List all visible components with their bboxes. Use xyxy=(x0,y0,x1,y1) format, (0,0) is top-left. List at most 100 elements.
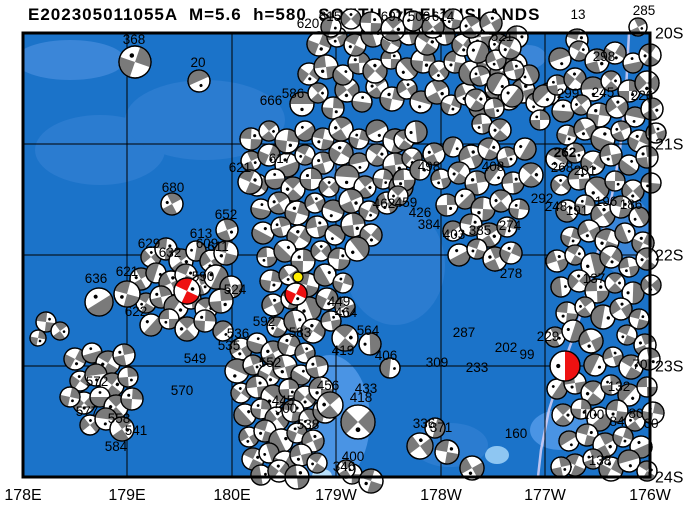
beachball-quadrants xyxy=(339,189,363,213)
beachball-dot xyxy=(641,315,645,319)
beachball-dot xyxy=(387,92,391,97)
beachball-half xyxy=(556,202,574,222)
beachball-dot xyxy=(471,249,475,253)
beachball-quadrants xyxy=(243,355,263,375)
beachball-dot xyxy=(354,201,358,205)
beachball-quadrants xyxy=(509,199,529,219)
beachball-dot xyxy=(613,351,617,355)
beachball-quadrants xyxy=(429,63,449,79)
focal-mechanism xyxy=(551,99,575,123)
focal-mechanism xyxy=(406,432,434,460)
beachball-rim xyxy=(636,460,658,482)
depth-label: 132 xyxy=(608,379,631,394)
depth-label: 99 xyxy=(519,347,534,362)
beachball-quadrants xyxy=(573,95,589,115)
beachball-dot xyxy=(509,157,513,161)
beachball-half xyxy=(634,207,649,226)
beachball-rim xyxy=(241,447,265,471)
focal-mechanism xyxy=(59,386,81,408)
beachball-quadrants xyxy=(178,317,196,341)
focal-mechanism xyxy=(306,452,328,474)
depth-label: 368 xyxy=(123,32,146,47)
beachball-quadrants xyxy=(118,367,138,387)
beachball-rim xyxy=(224,358,250,384)
focal-mechanism xyxy=(277,333,301,357)
beachball-dot xyxy=(223,302,227,307)
beachball-dot xyxy=(299,154,303,158)
beachball-rim xyxy=(640,274,662,296)
beachball-dot xyxy=(409,130,413,135)
beachball-rim xyxy=(560,226,582,248)
beachball-dot xyxy=(630,57,634,60)
beachball-dot xyxy=(610,260,614,264)
beachball-dot xyxy=(264,472,267,476)
beachball-quadrants xyxy=(620,355,642,379)
beachball-dot xyxy=(557,336,561,340)
beachball-dot xyxy=(178,308,183,312)
beachball-dot xyxy=(492,145,496,149)
beachball-quadrants xyxy=(546,250,568,272)
beachball-quadrants xyxy=(287,226,311,248)
beachball-dot xyxy=(479,97,483,101)
depth-label: 202 xyxy=(495,340,518,355)
beachball-half xyxy=(85,364,107,377)
beachball-dot xyxy=(311,362,315,366)
beachball-dot xyxy=(256,337,260,341)
depth-label: 245 xyxy=(592,85,615,100)
focal-mechanism xyxy=(284,200,310,226)
beachball-dot xyxy=(551,80,555,84)
depth-label: 621 xyxy=(229,160,252,175)
beachball-quadrants xyxy=(564,454,586,476)
beachball-dot xyxy=(370,84,374,88)
beachball-dot xyxy=(600,61,604,66)
beachball-rim xyxy=(84,287,114,317)
focal-mechanism xyxy=(294,144,316,166)
beachball-rim xyxy=(556,124,578,146)
depth-label: 70 xyxy=(632,357,647,372)
beachball-dot xyxy=(322,402,326,407)
beachball-half xyxy=(95,408,117,421)
beachball-quadrants xyxy=(606,97,628,117)
beachball-quadrants xyxy=(60,387,80,407)
beachball-dot xyxy=(319,47,323,51)
beachball-half xyxy=(380,358,392,378)
beachball-dot xyxy=(315,391,319,395)
focal-mechanism xyxy=(489,189,513,213)
beachball-dot xyxy=(351,250,355,255)
beachball-quadrants xyxy=(530,110,550,130)
beachball-half xyxy=(623,60,643,73)
beachball-dot xyxy=(373,63,377,68)
beachball-quadrants xyxy=(579,330,603,352)
beachball-dot xyxy=(332,315,335,319)
beachball-dot xyxy=(587,455,591,459)
beachball-rim xyxy=(306,452,328,474)
beachball-quadrants xyxy=(300,168,322,190)
beachball-dot xyxy=(561,314,565,318)
beachball-quadrants xyxy=(492,190,510,212)
focal-mechanism xyxy=(634,70,660,96)
beachball-dot xyxy=(506,91,510,95)
beachball-quadrants xyxy=(585,49,609,73)
beachball-quadrants xyxy=(316,289,338,309)
beachball-quadrants xyxy=(349,129,369,149)
beachball-quadrants xyxy=(311,243,331,259)
beachball-dot xyxy=(608,444,612,449)
focal-mechanism xyxy=(477,137,501,161)
depth-label: 400 xyxy=(342,449,365,464)
beachball-quadrants xyxy=(360,12,382,34)
focal-mechanism xyxy=(240,150,262,172)
beachball-dot xyxy=(303,400,307,404)
beachball-rim xyxy=(583,353,607,377)
beachball-dot xyxy=(493,128,497,132)
beachball-dot xyxy=(586,264,590,268)
beachball-rim xyxy=(508,198,530,220)
beachball-quadrants xyxy=(295,343,315,363)
beachball-quadrants xyxy=(502,172,524,194)
beachball-dot xyxy=(179,327,184,331)
beachball-rim xyxy=(340,404,376,440)
beachball-dot xyxy=(477,210,481,215)
beachball-dot xyxy=(263,227,267,231)
beachball-half xyxy=(591,305,606,329)
beachball-rim xyxy=(469,65,491,87)
depth-label: 536 xyxy=(227,326,250,341)
